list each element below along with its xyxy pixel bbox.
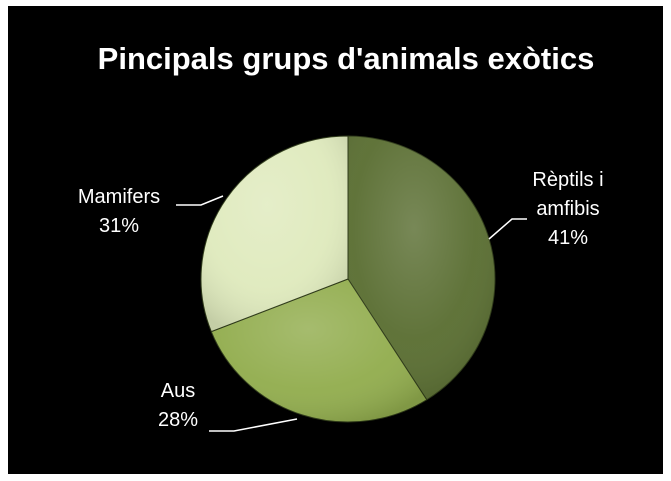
chart-area: Pincipals grups d'animals exòtics Rèptil… — [8, 6, 663, 474]
data-label-percent: 41% — [548, 227, 588, 249]
chart-title: Pincipals grups d'animals exòtics — [98, 41, 595, 76]
data-label-3: Mamifers 31% — [78, 186, 160, 237]
leader-line-3 — [176, 195, 224, 206]
data-label-name: Mamifers — [78, 186, 160, 208]
pie-slice-shading-2 — [211, 279, 427, 422]
data-label-1: Rèptils i amfibis 41% — [532, 169, 603, 249]
leader-line-1 — [488, 218, 527, 240]
pie-slice-shading-3 — [201, 136, 348, 332]
pie-slice-shading-1 — [348, 136, 496, 400]
data-label-percent: 31% — [99, 215, 139, 237]
data-label-name: Aus — [161, 380, 195, 402]
data-label-percent: 28% — [158, 409, 198, 431]
pie-chart: Pincipals grups d'animals exòtics Rèptil… — [78, 41, 604, 432]
data-label-2: Aus 28% — [158, 380, 198, 431]
data-label-name: Rèptils i — [532, 169, 603, 191]
data-label-name: amfibis — [536, 198, 599, 220]
leader-line-2 — [209, 418, 298, 432]
